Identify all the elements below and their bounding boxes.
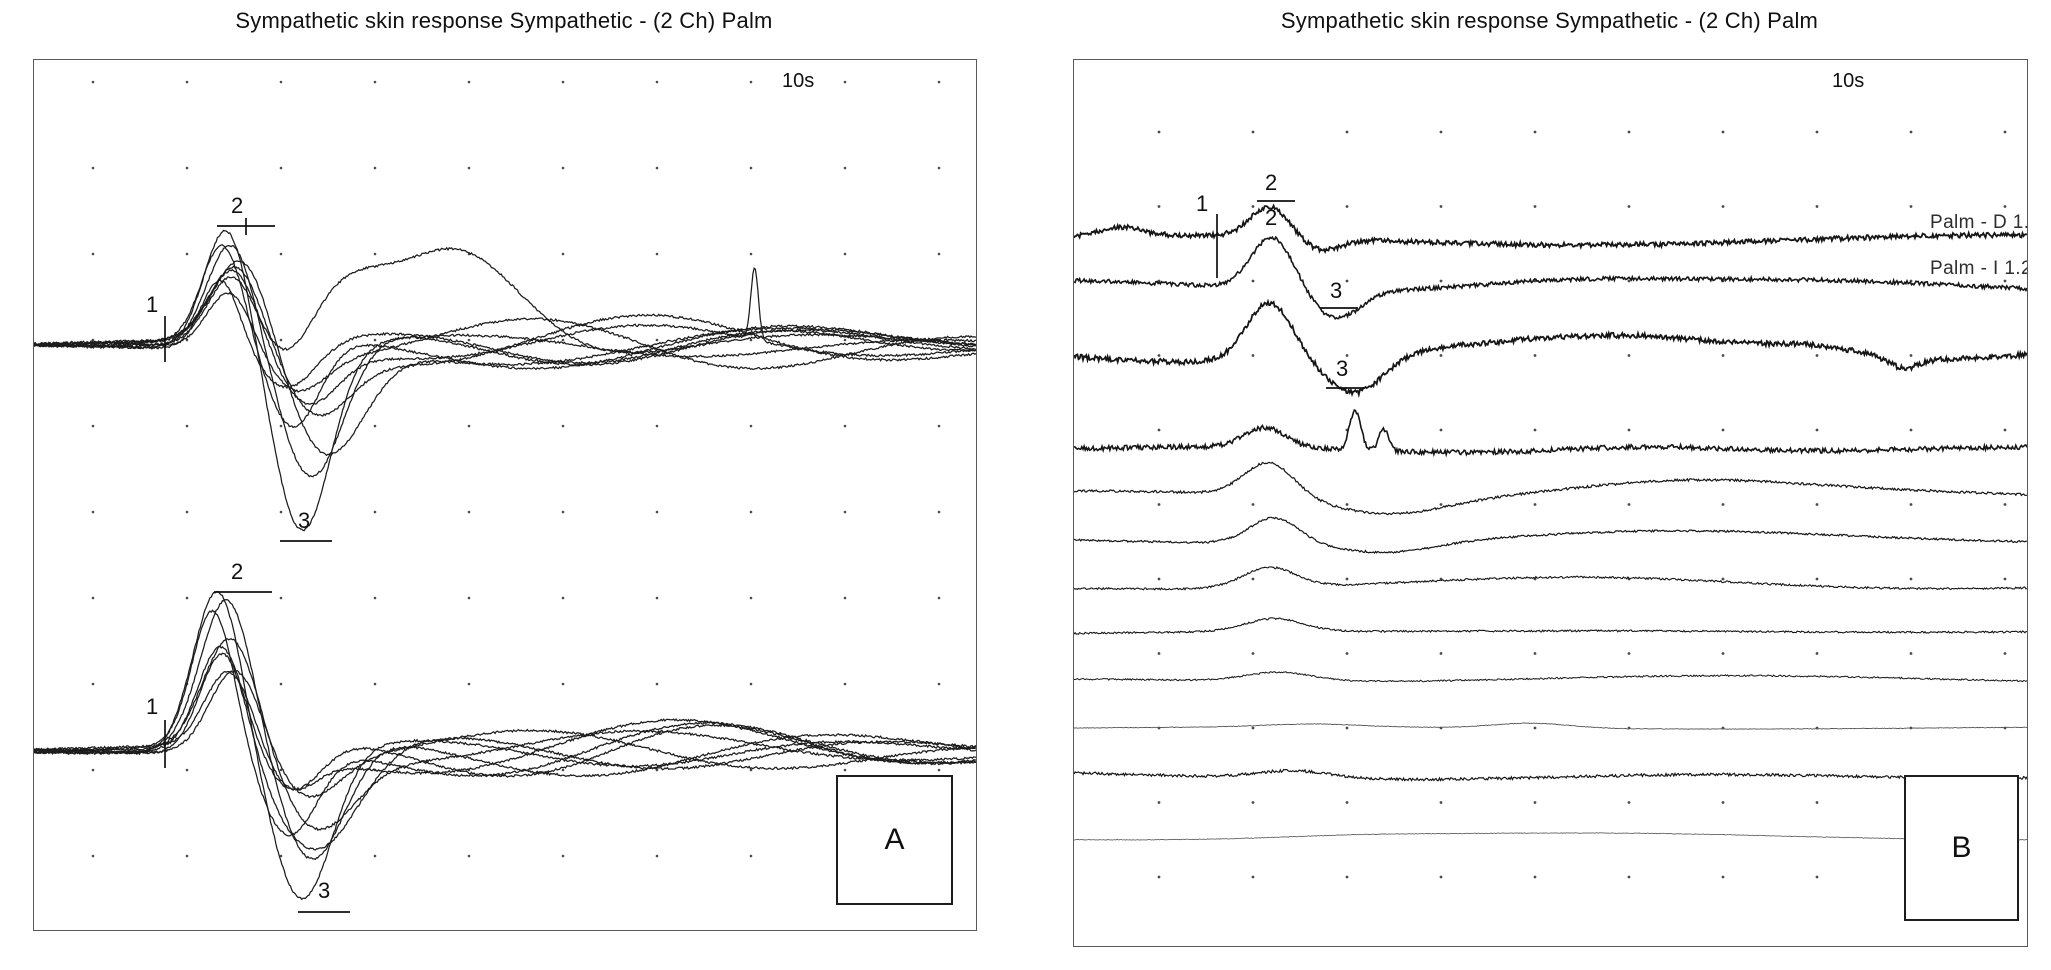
grid-dots <box>91 80 941 858</box>
ssr-trial-trace <box>1074 832 2027 841</box>
marker-label: 3 <box>318 878 330 903</box>
ssr-trial-trace <box>1074 722 2027 730</box>
markers: 1 2 2 3 3 <box>1196 170 1364 389</box>
ssr-trial-trace <box>1074 461 2027 516</box>
panel-b: 1 2 2 3 3 Palm - D 1.1 Palm - I 1.2 10s B <box>1073 59 2028 947</box>
panel-b-corner-letter: B <box>1951 831 1972 864</box>
ssr-sweep <box>34 291 976 393</box>
ssr-sweep <box>34 670 976 799</box>
marker-label: 2 <box>1265 205 1277 230</box>
ssr-trial-trace <box>1074 768 2027 782</box>
marker-label: 3 <box>1330 278 1342 303</box>
panel-b-timescale-label: 10s <box>1832 70 1865 92</box>
marker-label: 2 <box>1265 170 1277 195</box>
panel-a-timescale-label: 10s <box>782 70 815 92</box>
panel-b-title: Sympathetic skin response Sympathetic - … <box>1280 8 1819 33</box>
trace-label: Palm - I 1.2 <box>1930 258 2027 279</box>
ssr-sweep <box>34 279 976 390</box>
ssr-sweep <box>34 637 976 831</box>
ssr-trial-trace <box>1074 203 2027 255</box>
ssr-sweep <box>34 670 976 791</box>
ssr-sweep <box>34 590 976 901</box>
marker-label: 1 <box>146 292 158 317</box>
ssr-trial-trace <box>1074 298 2027 399</box>
ssr-sweep <box>34 599 976 861</box>
trace-label: Palm - D 1.1 <box>1930 212 2027 233</box>
ssr-sweep <box>34 652 976 851</box>
ssr-sweep <box>34 244 976 478</box>
panel-a-corner-box: A <box>836 775 953 905</box>
panel-a-corner-letter: A <box>884 823 905 856</box>
ssr-traces <box>1074 203 2027 841</box>
panel-a-plot: 1 2 3 1 2 3 <box>34 80 976 913</box>
marker-label: 3 <box>1336 356 1348 381</box>
panel-a-title: Sympathetic skin response Sympathetic - … <box>235 8 773 33</box>
ssr-sweep <box>34 609 976 837</box>
markers: 1 2 3 1 2 3 <box>146 193 350 913</box>
panel-b-plot: 1 2 2 3 3 Palm - D 1.1 Palm - I 1.2 <box>1074 130 2027 879</box>
panel-b-corner-box: B <box>1904 775 2019 921</box>
marker-label: 3 <box>298 508 310 533</box>
ssr-traces <box>34 229 976 901</box>
marker-label: 1 <box>1196 191 1208 216</box>
ssr-sweep <box>34 246 976 355</box>
ssr-trial-trace <box>1074 409 2027 458</box>
ssr-sweep <box>34 244 976 429</box>
ssr-sweep <box>34 265 976 417</box>
ssr-trial-trace <box>1074 566 2027 591</box>
marker-label: 2 <box>231 559 243 584</box>
marker-label: 1 <box>146 694 158 719</box>
ssr-trial-trace <box>1074 516 2027 555</box>
ssr-trial-trace <box>1074 671 2027 683</box>
ssr-trial-trace <box>1074 617 2027 635</box>
marker-label: 2 <box>231 193 243 218</box>
ssr-sweep <box>34 229 976 532</box>
ssr-sweep <box>34 267 976 405</box>
ssr-trial-trace <box>1074 235 2027 321</box>
panel-a: 1 2 3 1 2 3 10s A <box>33 59 977 931</box>
